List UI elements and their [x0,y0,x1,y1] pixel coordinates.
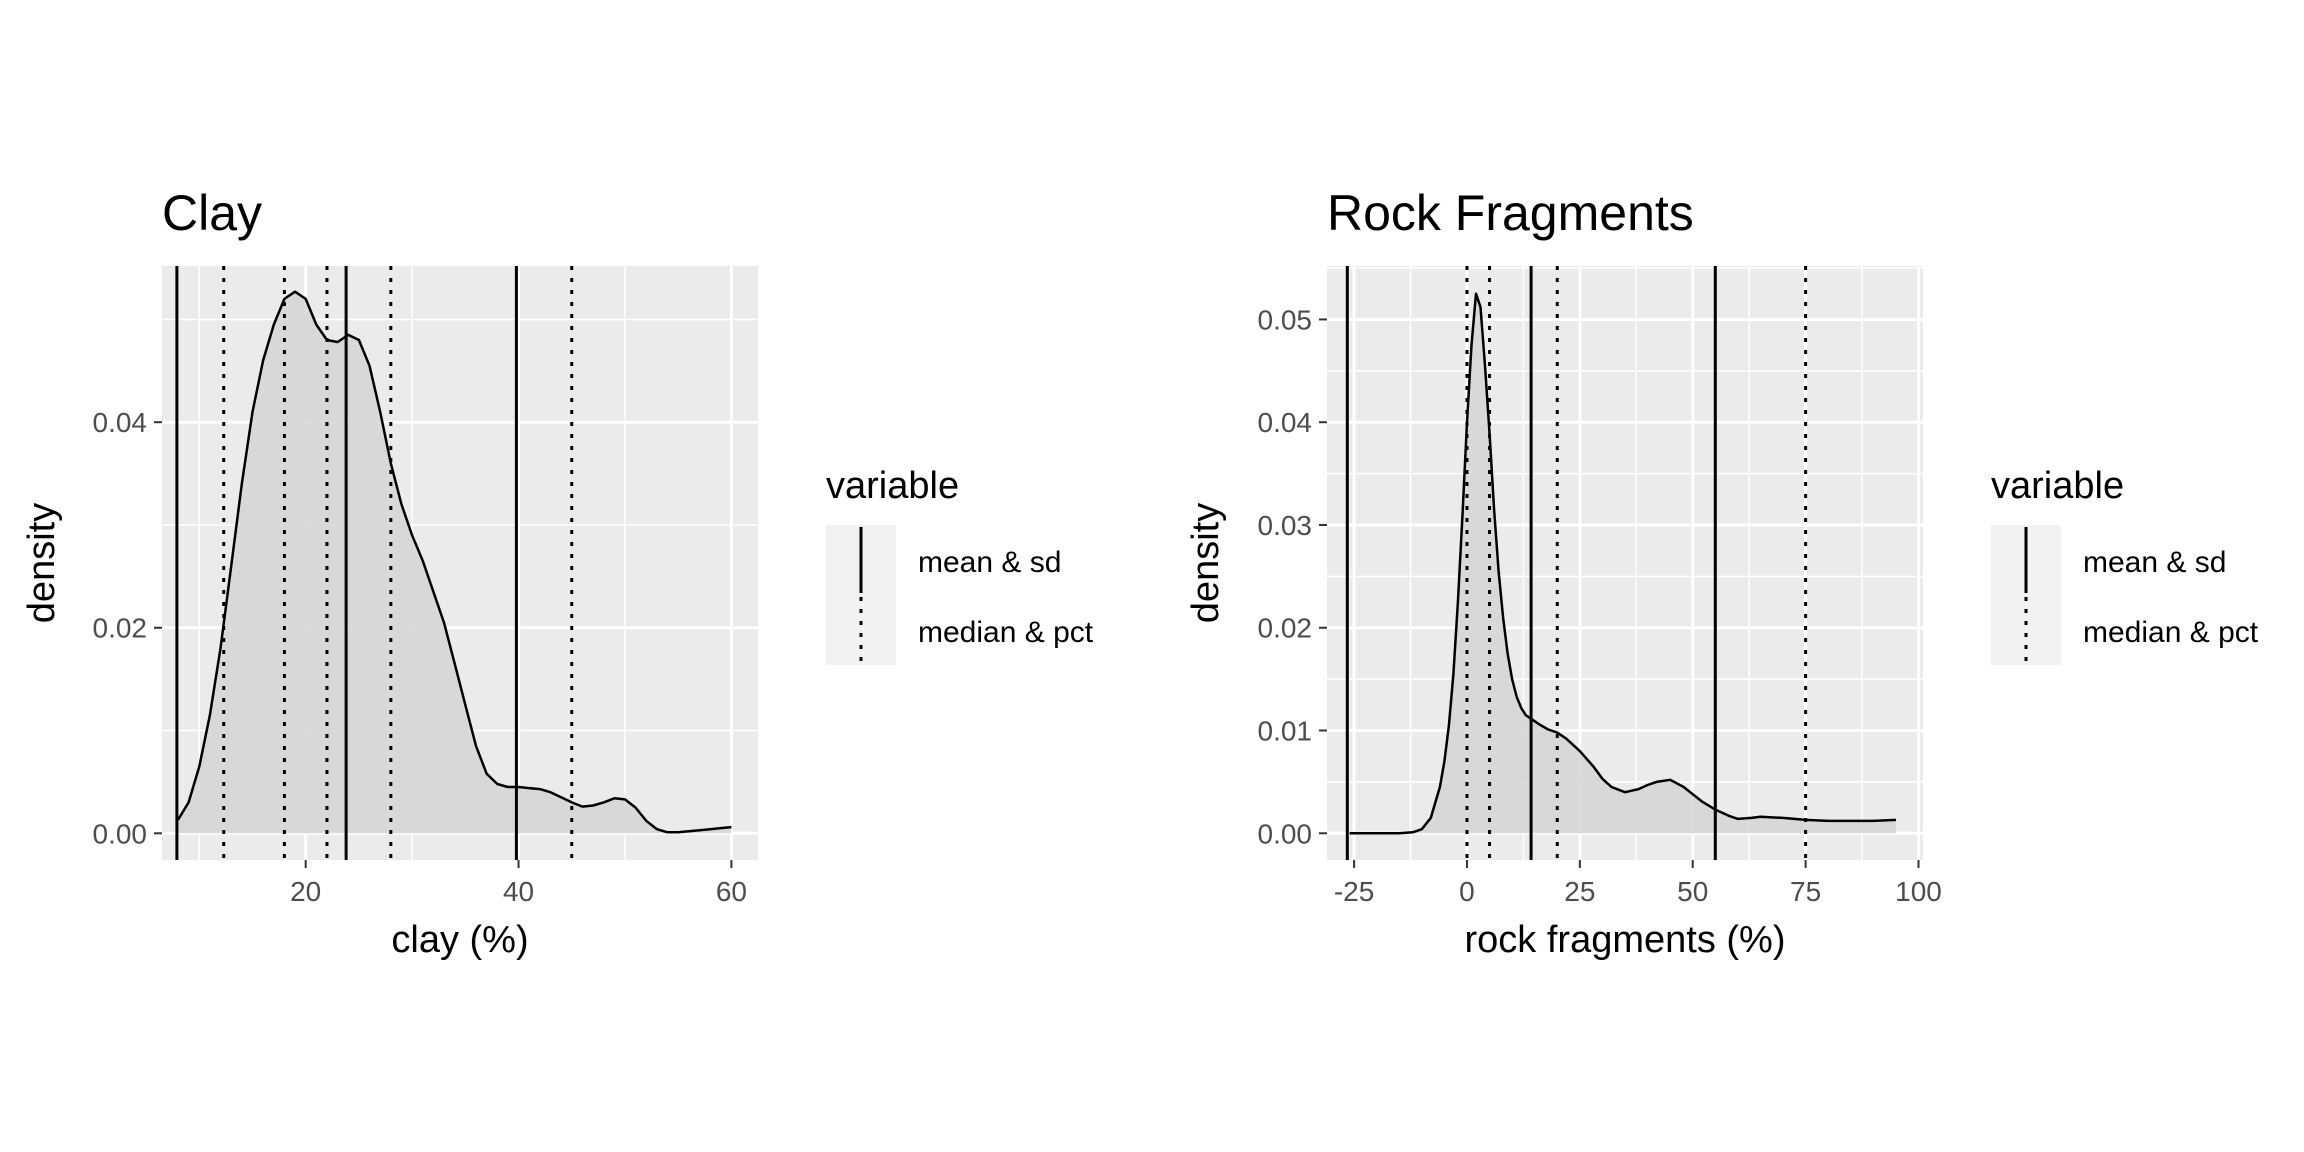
clay-plot-title: Clay [162,185,262,241]
y-tick-label: 0.02 [93,613,148,644]
clay-legend-label-median-pct: median & pct [918,616,1094,649]
rock-fragments-x-axis-title: rock fragments (%) [1465,919,1786,961]
rock-fragments-axis-ticks: -25 0 25 50 75 100 0.00 0.01 0.02 0.03 0.04 0.05 [1258,304,1942,907]
clay-legend-label-mean-sd: mean & sd [918,546,1061,579]
clay-axis-ticks: 20 40 60 0.00 0.02 0.04 [93,407,747,907]
rock-fragments-legend-title: variable [1991,465,2124,507]
rock-fragments-density-panel: Rock Fragments -25 0 25 50 75 100 0.00 0.01 0.02… [1185,185,2259,961]
y-tick-label: 0.00 [1258,818,1313,849]
rock-fragments-legend-label-median-pct: median & pct [2083,616,2259,649]
clay-reference-lines [175,266,574,860]
x-tick-label: 0 [1459,876,1475,907]
x-tick-label: 25 [1564,876,1595,907]
clay-density-panel: Clay 20 40 60 0.00 0.02 0.04 clay (%) density… [21,185,1094,961]
rock-fragments-legend-label-mean-sd: mean & sd [2083,546,2226,579]
x-tick-label: 20 [290,876,321,907]
density-line [1349,292,1896,835]
x-tick-label: 40 [503,876,534,907]
x-tick-label: 100 [1895,876,1942,907]
x-tick-label: 50 [1677,876,1708,907]
rock-fragments-y-axis-title: density [1185,503,1227,623]
rock-fragments-legend-key-median-pct [1991,595,2061,665]
y-tick-label: 0.05 [1258,304,1313,335]
clay-legend: variable mean & sd median & pct [826,465,1094,665]
clay-density-curve [176,290,732,834]
clay-y-axis-title: density [21,503,63,623]
density-area [1349,293,1896,834]
rock-fragments-reference-lines [1345,266,1808,860]
y-tick-label: 0.04 [1258,407,1313,438]
y-tick-label: 0.01 [1258,716,1313,747]
y-tick-label: 0.02 [1258,613,1313,644]
y-tick-label: 0.00 [93,818,148,849]
clay-legend-key-median-pct [826,595,896,665]
clay-legend-title: variable [826,465,959,507]
density-line [176,290,732,834]
density-area [178,291,732,834]
x-tick-label: 60 [716,876,747,907]
rock-fragments-legend: variable mean & sd median & pct [1991,465,2259,665]
rock-fragments-plot-title: Rock Fragments [1327,185,1694,241]
rock-fragments-density-curve [1349,292,1896,835]
x-tick-label: 75 [1790,876,1821,907]
x-tick-label: -25 [1334,876,1374,907]
y-tick-label: 0.04 [93,407,148,438]
rock-fragments-plot-area [1327,266,1923,860]
y-tick-label: 0.03 [1258,510,1313,541]
clay-x-axis-title: clay (%) [391,919,528,961]
